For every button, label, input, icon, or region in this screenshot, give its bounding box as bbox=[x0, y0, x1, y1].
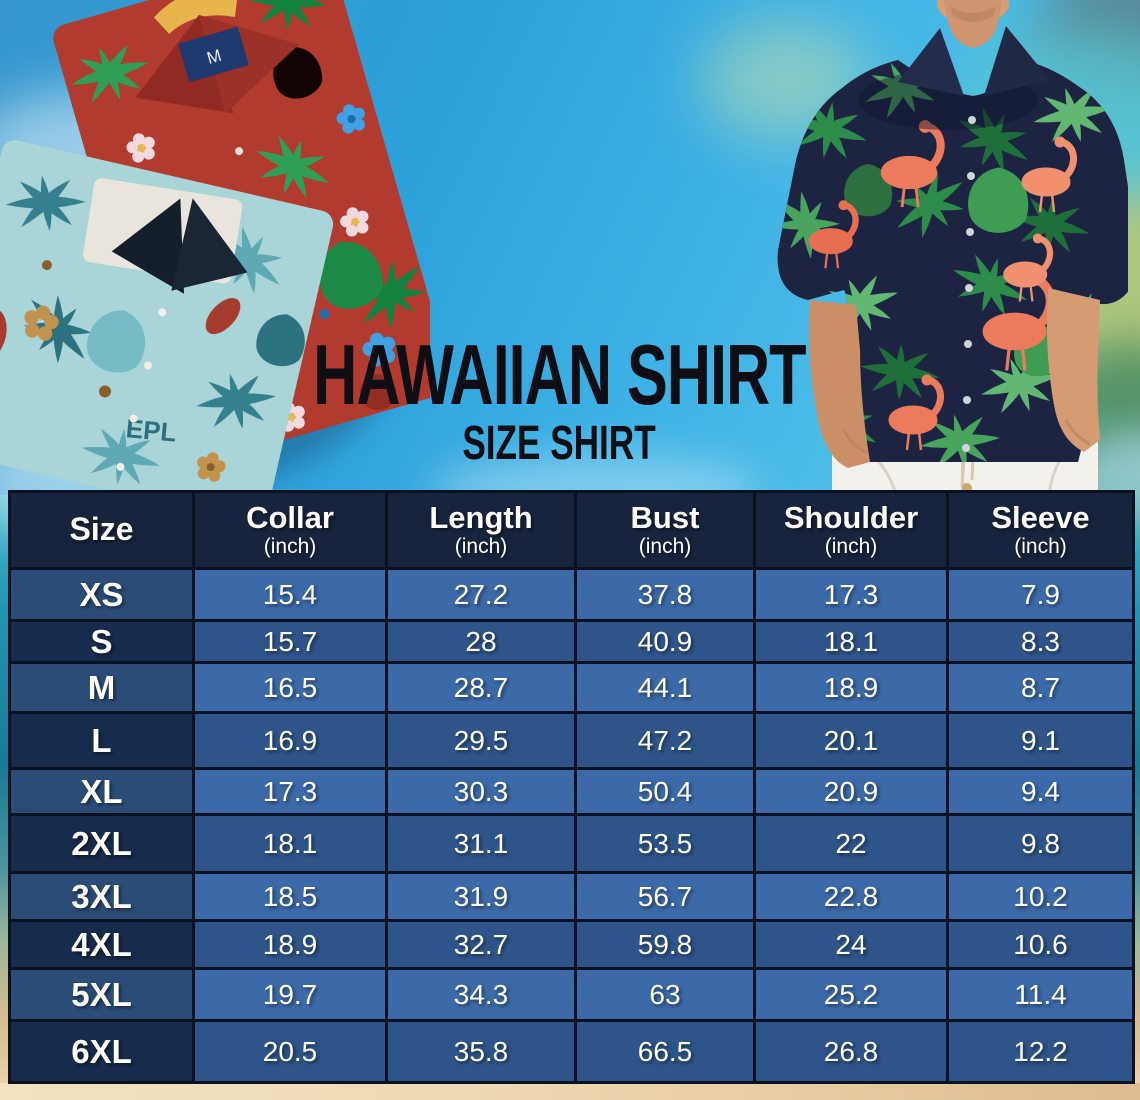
header-bust: Bust (inch) bbox=[574, 490, 756, 570]
value-cell: 27.2 bbox=[385, 567, 577, 622]
table-row: 6XL 20.5 35.8 66.5 26.8 12.2 bbox=[8, 1019, 1135, 1084]
value-cell: 63 bbox=[574, 967, 756, 1022]
value-cell: 26.8 bbox=[753, 1019, 949, 1084]
table-row: XL 17.3 30.3 50.4 20.9 9.4 bbox=[8, 767, 1135, 816]
table-row: 5XL 19.7 34.3 63 25.2 11.4 bbox=[8, 967, 1135, 1022]
value-cell: 8.7 bbox=[946, 661, 1135, 714]
table-row: L 16.9 29.5 47.2 20.1 9.1 bbox=[8, 711, 1135, 770]
value-cell: 17.3 bbox=[192, 767, 388, 816]
value-cell: 9.1 bbox=[946, 711, 1135, 770]
table-row: S 15.7 28 40.9 18.1 8.3 bbox=[8, 619, 1135, 664]
header-sleeve: Sleeve (inch) bbox=[946, 490, 1135, 570]
size-cell: 3XL bbox=[8, 871, 195, 922]
model-arms bbox=[809, 288, 1100, 468]
size-cell: XL bbox=[8, 767, 195, 816]
table-header: Size Collar (inch) Length (inch) Bust (i… bbox=[8, 490, 1135, 570]
value-cell: 35.8 bbox=[385, 1019, 577, 1084]
size-cell: 2XL bbox=[8, 813, 195, 874]
size-tag-label: M bbox=[205, 46, 224, 68]
header-size: Size bbox=[8, 490, 195, 570]
size-cell: M bbox=[8, 661, 195, 714]
size-cell: 5XL bbox=[8, 967, 195, 1022]
value-cell: 18.9 bbox=[192, 919, 388, 970]
value-cell: 47.2 bbox=[574, 711, 756, 770]
table-row: 3XL 18.5 31.9 56.7 22.8 10.2 bbox=[8, 871, 1135, 922]
title-block: HAWAIIAN SHIRT SIZE SHIRT bbox=[313, 330, 806, 469]
table-row: 2XL 18.1 31.1 53.5 22 9.8 bbox=[8, 813, 1135, 874]
value-cell: 34.3 bbox=[385, 967, 577, 1022]
table-row: M 16.5 28.7 44.1 18.9 8.7 bbox=[8, 661, 1135, 714]
value-cell: 50.4 bbox=[574, 767, 756, 816]
value-cell: 44.1 bbox=[574, 661, 756, 714]
table-body: XS 15.4 27.2 37.8 17.3 7.9 S 15.7 28 40.9 18.1 8.3 M… bbox=[8, 567, 1135, 1084]
sand-strip bbox=[0, 1083, 1140, 1100]
value-cell: 18.1 bbox=[753, 619, 949, 664]
value-cell: 29.5 bbox=[385, 711, 577, 770]
value-cell: 18.9 bbox=[753, 661, 949, 714]
model-photo bbox=[777, 0, 1129, 500]
value-cell: 24 bbox=[753, 919, 949, 970]
model-neck bbox=[944, 0, 1002, 48]
value-cell: 9.8 bbox=[946, 813, 1135, 874]
teal-shirt: EPL bbox=[0, 140, 334, 505]
header-collar: Collar (inch) bbox=[192, 490, 388, 570]
value-cell: 28 bbox=[385, 619, 577, 664]
value-cell: 8.3 bbox=[946, 619, 1135, 664]
value-cell: 30.3 bbox=[385, 767, 577, 816]
value-cell: 31.1 bbox=[385, 813, 577, 874]
value-cell: 59.8 bbox=[574, 919, 756, 970]
value-cell: 16.9 bbox=[192, 711, 388, 770]
value-cell: 66.5 bbox=[574, 1019, 756, 1084]
size-tag bbox=[178, 26, 249, 83]
value-cell: 18.5 bbox=[192, 871, 388, 922]
value-cell: 31.9 bbox=[385, 871, 577, 922]
folded-shirts-photo: M EPL bbox=[0, 0, 430, 505]
table-row: XS 15.4 27.2 37.8 17.3 7.9 bbox=[8, 567, 1135, 622]
value-cell: 11.4 bbox=[946, 967, 1135, 1022]
size-chart-table: Size Collar (inch) Length (inch) Bust (i… bbox=[8, 490, 1135, 1084]
value-cell: 56.7 bbox=[574, 871, 756, 922]
table-row: 4XL 18.9 32.7 59.8 24 10.6 bbox=[8, 919, 1135, 970]
header-shoulder: Shoulder (inch) bbox=[753, 490, 949, 570]
size-cell: 4XL bbox=[8, 919, 195, 970]
value-cell: 22.8 bbox=[753, 871, 949, 922]
value-cell: 12.2 bbox=[946, 1019, 1135, 1084]
collar bbox=[898, 28, 964, 96]
value-cell: 20.9 bbox=[753, 767, 949, 816]
value-cell: 9.4 bbox=[946, 767, 1135, 816]
value-cell: 22 bbox=[753, 813, 949, 874]
value-cell: 20.5 bbox=[192, 1019, 388, 1084]
value-cell: 16.5 bbox=[192, 661, 388, 714]
value-cell: 19.7 bbox=[192, 967, 388, 1022]
value-cell: 53.5 bbox=[574, 813, 756, 874]
size-cell: S bbox=[8, 619, 195, 664]
header-length: Length (inch) bbox=[385, 490, 577, 570]
value-cell: 28.7 bbox=[385, 661, 577, 714]
value-cell: 18.1 bbox=[192, 813, 388, 874]
value-cell: 10.6 bbox=[946, 919, 1135, 970]
size-cell: L bbox=[8, 711, 195, 770]
value-cell: 7.9 bbox=[946, 567, 1135, 622]
value-cell: 15.4 bbox=[192, 567, 388, 622]
value-cell: 20.1 bbox=[753, 711, 949, 770]
value-cell: 10.2 bbox=[946, 871, 1135, 922]
collar-label-band bbox=[153, 0, 238, 34]
value-cell: 15.7 bbox=[192, 619, 388, 664]
value-cell: 17.3 bbox=[753, 567, 949, 622]
value-cell: 25.2 bbox=[753, 967, 949, 1022]
buttons bbox=[962, 116, 976, 452]
page-title: HAWAIIAN SHIRT bbox=[313, 327, 806, 423]
value-cell: 40.9 bbox=[574, 619, 756, 664]
page-subtitle: SIZE SHIRT bbox=[462, 415, 656, 470]
value-cell: 37.8 bbox=[574, 567, 756, 622]
size-cell: XS bbox=[8, 567, 195, 622]
value-cell: 32.7 bbox=[385, 919, 577, 970]
size-cell: 6XL bbox=[8, 1019, 195, 1084]
header-row: Size Collar (inch) Length (inch) Bust (i… bbox=[8, 490, 1135, 570]
